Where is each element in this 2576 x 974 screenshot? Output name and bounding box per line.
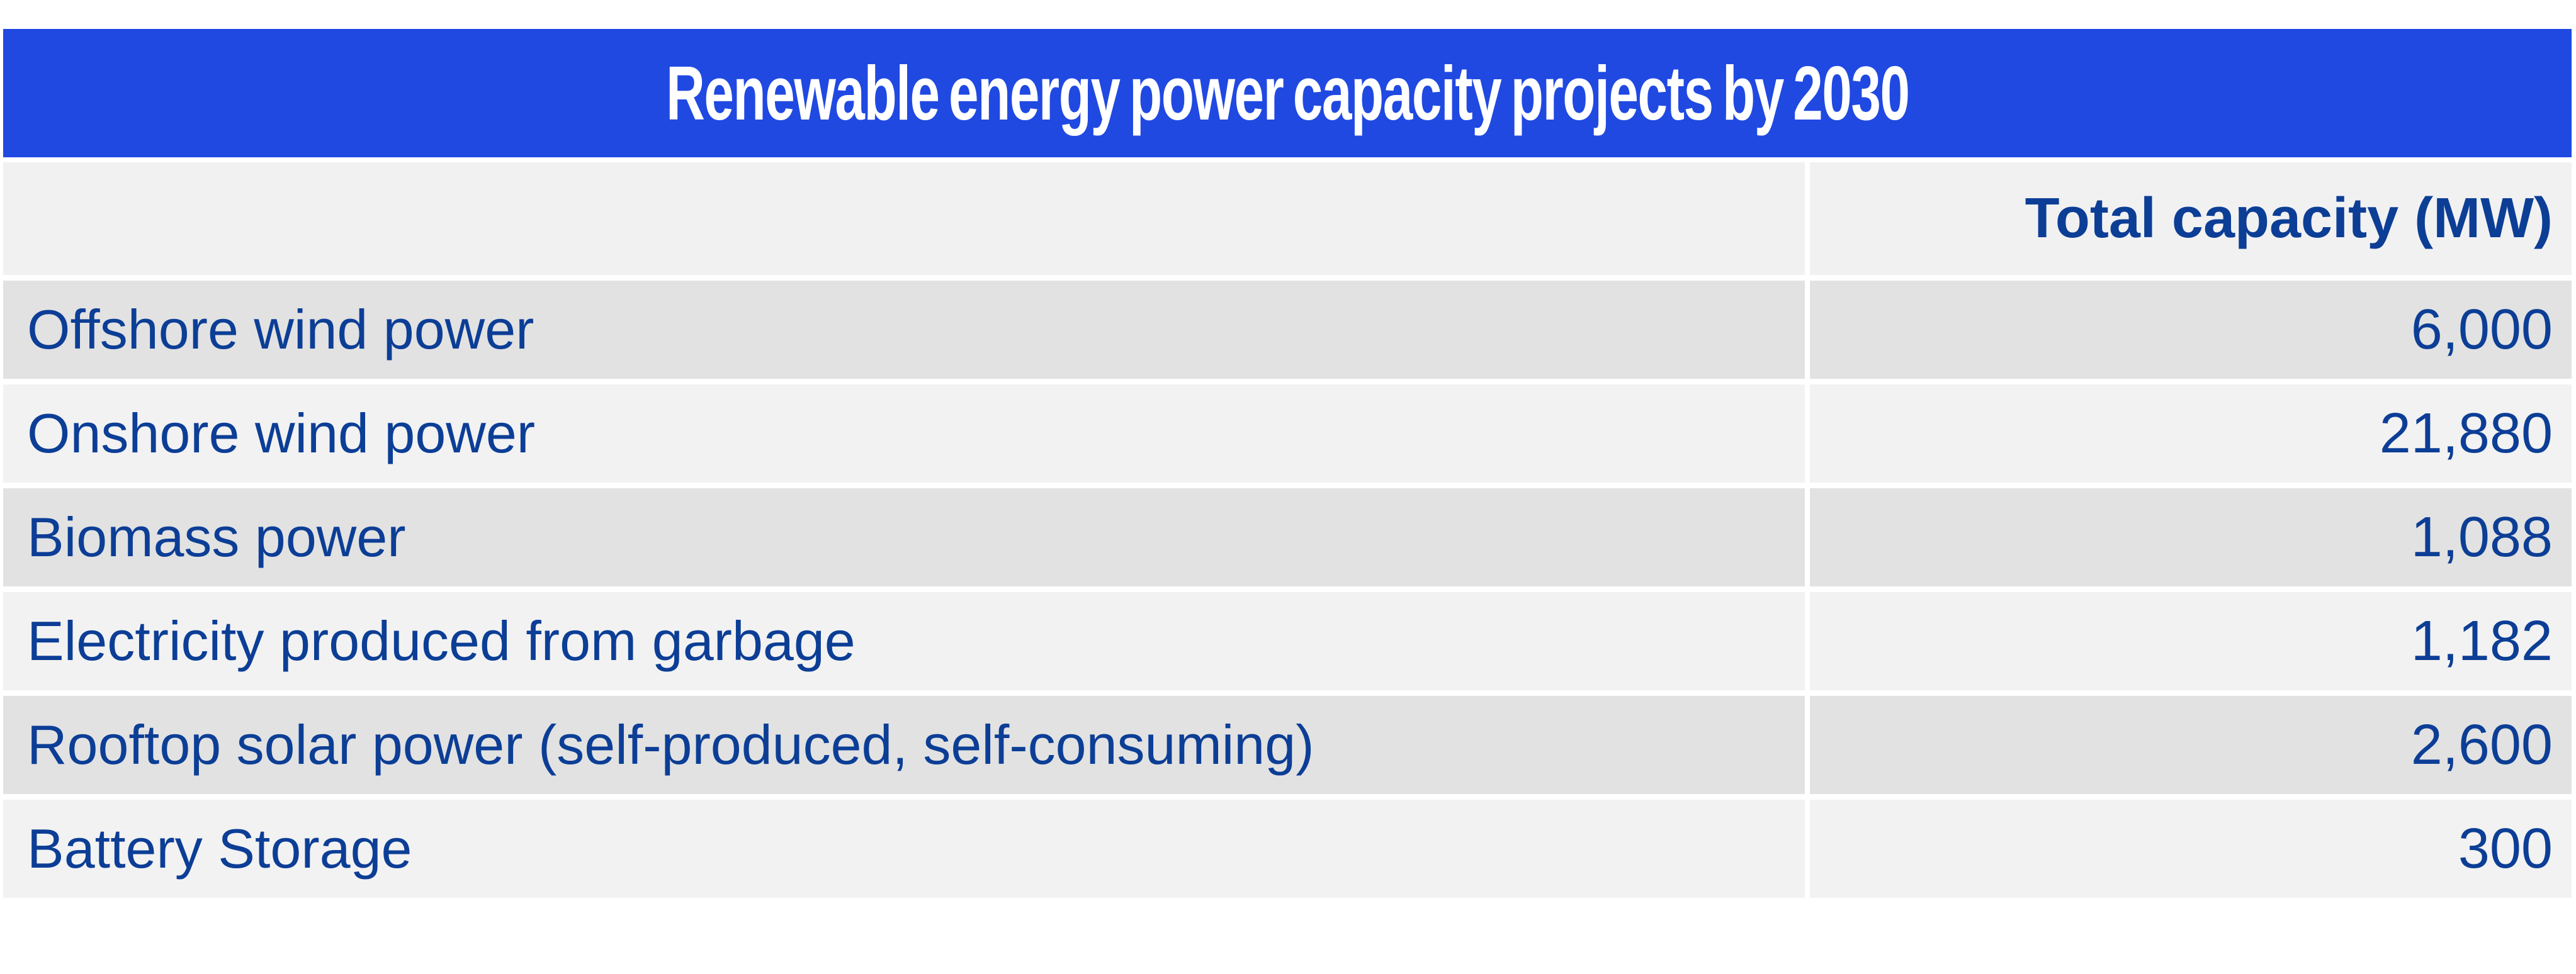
table-row: Battery Storage 300 (3, 800, 2572, 898)
table-title: Renewable energy power capacity projects… (665, 50, 1910, 136)
row-label: Electricity produced from garbage (3, 592, 1805, 690)
title-bar: Renewable energy power capacity projects… (3, 29, 2572, 157)
row-label: Biomass power (3, 488, 1805, 586)
row-label: Onshore wind power (3, 384, 1805, 483)
row-value: 6,000 (1810, 281, 2572, 379)
row-value: 21,880 (1810, 384, 2572, 483)
row-value: 300 (1810, 800, 2572, 898)
table-row: Rooftop solar power (self-produced, self… (3, 696, 2572, 794)
row-value: 1,088 (1810, 488, 2572, 586)
table-row: Electricity produced from garbage 1,182 (3, 592, 2572, 690)
row-label: Rooftop solar power (self-produced, self… (3, 696, 1805, 794)
table-row: Onshore wind power 21,880 (3, 384, 2572, 483)
capacity-table: Renewable energy power capacity projects… (3, 29, 2572, 898)
table-row: Offshore wind power 6,000 (3, 281, 2572, 379)
header-value-cell: Total capacity (MW) (1810, 162, 2572, 275)
header-row: Total capacity (MW) (3, 162, 2572, 275)
table-row: Biomass power 1,088 (3, 488, 2572, 586)
header-category-cell (3, 162, 1805, 275)
row-value: 2,600 (1810, 696, 2572, 794)
row-value: 1,182 (1810, 592, 2572, 690)
row-label: Battery Storage (3, 800, 1805, 898)
row-label: Offshore wind power (3, 281, 1805, 379)
